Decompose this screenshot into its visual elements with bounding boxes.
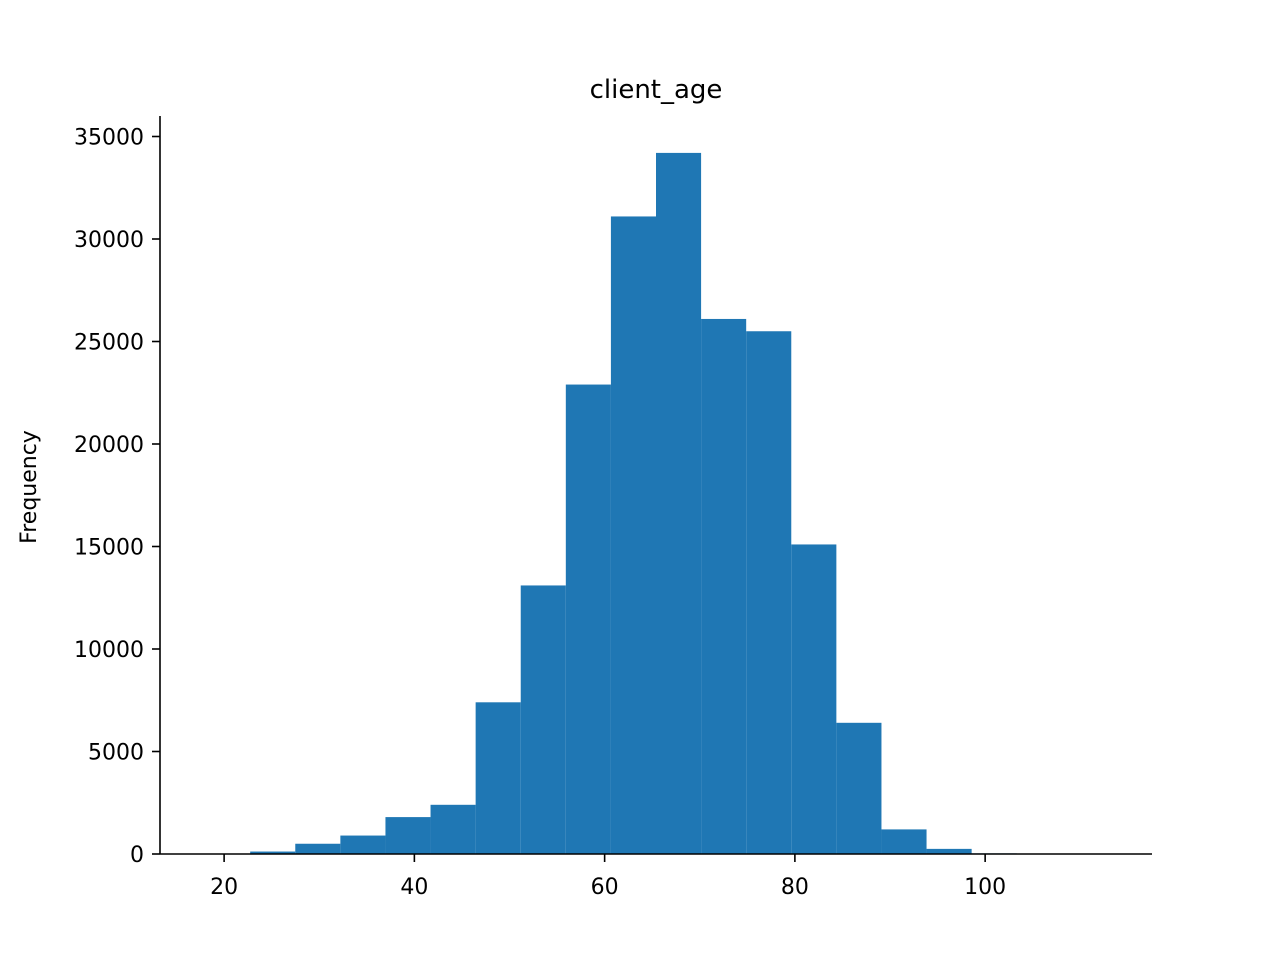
histogram-bar xyxy=(656,152,702,854)
y-tick-label: 5000 xyxy=(88,741,144,766)
x-tick-label: 40 xyxy=(400,875,428,900)
y-tick-label: 0 xyxy=(130,843,144,868)
histogram-bar xyxy=(340,835,386,854)
histogram-bar xyxy=(926,848,972,854)
histogram-bar xyxy=(791,544,837,854)
x-tick-label: 20 xyxy=(210,875,238,900)
y-tick-label: 10000 xyxy=(74,638,144,663)
bars-group xyxy=(205,152,1107,854)
y-tick-label: 25000 xyxy=(74,331,144,356)
histogram-bar xyxy=(295,843,341,854)
axes-group: 20 40 60 80 100 0 5000 10000 15000 20000 25000 3000… xyxy=(74,116,1152,900)
histogram-bar xyxy=(520,585,566,854)
y-tick-label: 15000 xyxy=(74,536,144,561)
histogram-bar xyxy=(385,817,431,854)
histogram-bar xyxy=(746,331,792,854)
histogram-bar xyxy=(836,722,882,854)
histogram-bar xyxy=(430,804,476,854)
x-tick-label: 80 xyxy=(781,875,809,900)
histogram-bar xyxy=(250,851,296,854)
histogram-bar xyxy=(610,216,656,854)
x-tick-label: 100 xyxy=(964,875,1006,900)
histogram-bar xyxy=(701,318,747,854)
histogram-bar xyxy=(565,384,611,854)
y-tick-label: 35000 xyxy=(74,126,144,151)
chart-title: client_age xyxy=(590,75,723,105)
x-tick-label: 60 xyxy=(591,875,619,900)
y-axis-label: Frequency xyxy=(17,430,42,544)
y-tick-label: 20000 xyxy=(74,433,144,458)
histogram-bar xyxy=(881,829,927,854)
histogram-bar xyxy=(475,702,521,854)
y-tick-label: 30000 xyxy=(74,228,144,253)
